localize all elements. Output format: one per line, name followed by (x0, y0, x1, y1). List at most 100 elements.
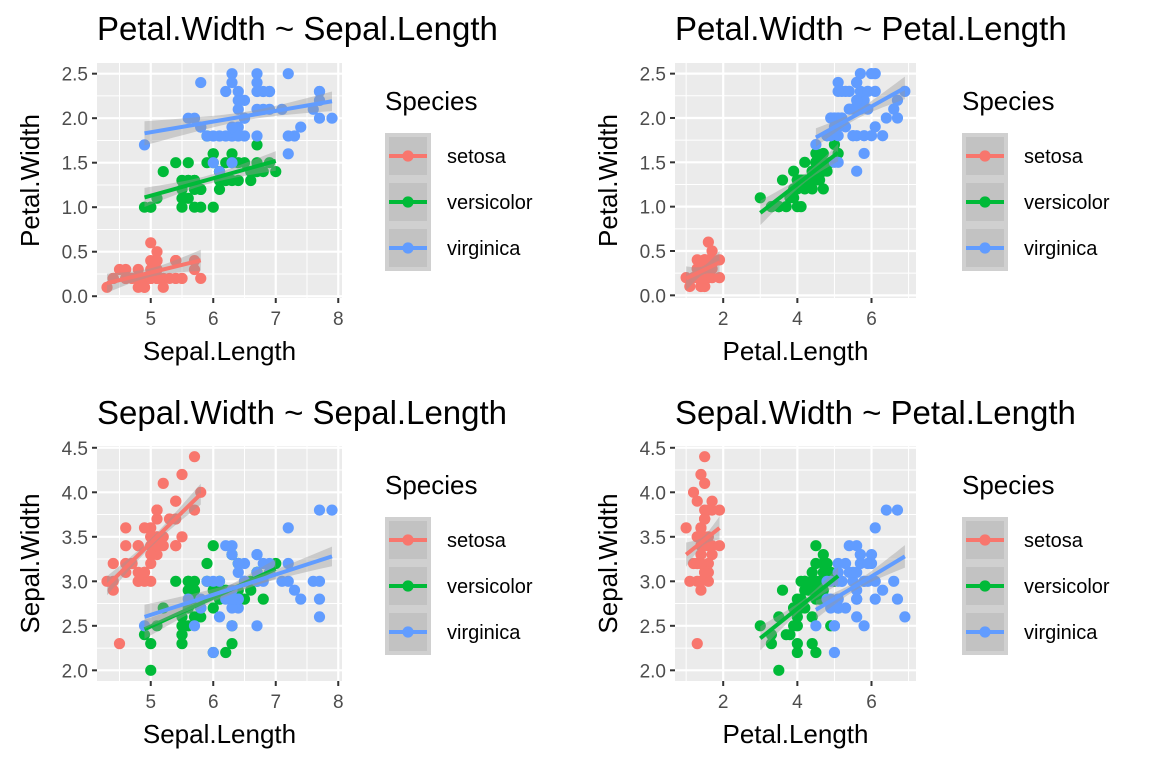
data-point-versicolor (257, 165, 269, 178)
y-tick-label: 0.0 (640, 286, 666, 307)
data-point-setosa (120, 540, 132, 552)
regression-line-versicolor (143, 567, 277, 632)
data-point-versicolor (251, 139, 263, 151)
data-point-virginica (201, 575, 213, 587)
data-point-virginica (251, 85, 263, 98)
data-point-virginica (832, 156, 844, 168)
y-tick-label: 3.5 (62, 528, 88, 549)
data-point-virginica (899, 611, 911, 623)
data-point-versicolor (145, 201, 157, 213)
data-point-setosa (699, 566, 711, 579)
data-point-versicolor (170, 575, 182, 587)
data-point-virginica (854, 68, 866, 80)
data-point-versicolor (802, 584, 815, 596)
data-point-virginica (851, 94, 863, 106)
data-point-virginica (313, 85, 326, 98)
data-point-setosa (713, 540, 726, 552)
data-point-virginica (851, 611, 863, 623)
chart-title: Sepal.Width ~ Sepal.Length (97, 394, 507, 431)
data-point-versicolor (780, 629, 792, 641)
data-point-setosa (107, 584, 119, 596)
data-point-virginica (843, 85, 855, 97)
x-axis-label: Petal.Length (722, 719, 868, 749)
data-point-virginica (295, 121, 307, 133)
data-point-virginica (832, 602, 844, 614)
data-point-virginica (832, 76, 844, 89)
data-point-virginica (891, 504, 904, 516)
data-point-setosa (145, 272, 157, 285)
data-point-setosa (132, 540, 144, 552)
legend-key-point (979, 534, 991, 546)
chart-panel-2: Petal.Width ~ Petal.Length 2 4 6 0.0 0.5 1.0 1.… (593, 10, 1110, 366)
data-point-virginica (188, 620, 201, 632)
y-tick-label: 3.0 (62, 572, 88, 593)
data-point-versicolor (817, 548, 829, 561)
data-point-setosa (695, 548, 707, 561)
data-point-virginica (226, 157, 238, 169)
data-point-virginica (251, 620, 263, 632)
data-point-virginica (226, 68, 238, 80)
data-point-setosa (176, 531, 188, 543)
y-axis-label: Sepal.Width (593, 493, 623, 633)
data-point-versicolor (176, 629, 188, 641)
data-point-virginica (232, 103, 244, 115)
data-point-versicolor (201, 557, 213, 570)
data-point-versicolor (182, 157, 194, 169)
data-point-virginica (839, 557, 852, 570)
data-point-setosa (132, 263, 144, 276)
data-point-setosa (188, 504, 201, 516)
data-point-virginica (251, 548, 263, 561)
x-tick-label: 2 (718, 692, 729, 713)
data-point-virginica (828, 620, 841, 632)
data-point-virginica (220, 85, 232, 98)
data-point-setosa (107, 557, 119, 570)
data-point-versicolor (188, 584, 201, 596)
data-point-setosa (188, 263, 201, 276)
legend-key-point (402, 534, 414, 546)
data-point-virginica (847, 130, 859, 142)
y-axis-label: Sepal.Width (15, 493, 45, 633)
y-tick-label: 1.5 (640, 153, 666, 174)
data-point-virginica (862, 85, 874, 97)
data-point-virginica (825, 112, 837, 124)
data-point-virginica (232, 94, 244, 106)
data-point-virginica (858, 620, 870, 632)
data-point-virginica (138, 139, 151, 151)
legend-key-point (402, 150, 414, 162)
data-point-versicolor (170, 157, 182, 169)
data-point-virginica (869, 522, 881, 534)
y-tick-label: 1.5 (62, 154, 88, 175)
y-tick-label: 2.0 (62, 109, 88, 130)
data-point-versicolor (806, 566, 818, 579)
x-tick-label: 7 (270, 309, 281, 330)
data-point-setosa (188, 451, 201, 463)
series-setosa (680, 451, 726, 650)
legend-label-virginica: virginica (1024, 622, 1098, 644)
data-point-versicolor (176, 638, 188, 650)
data-point-versicolor (207, 602, 219, 614)
data-point-versicolor (176, 620, 188, 632)
y-tick-label: 2.0 (62, 661, 88, 682)
data-point-virginica (288, 584, 301, 596)
data-point-setosa (157, 477, 169, 489)
data-point-virginica (232, 130, 244, 142)
data-point-virginica (326, 504, 338, 516)
series-virginica (810, 68, 911, 177)
regression-line-versicolor (143, 158, 277, 200)
legend-key-point (402, 242, 414, 254)
data-point-versicolor (806, 611, 818, 623)
data-point-setosa (702, 504, 714, 516)
y-tick-label: 4.5 (62, 439, 88, 460)
regression-line-setosa (106, 258, 202, 286)
x-tick-label: 6 (208, 309, 219, 330)
data-point-setosa (695, 557, 707, 570)
data-point-virginica (220, 540, 232, 552)
data-point-versicolor (257, 593, 269, 605)
data-point-virginica (182, 112, 194, 124)
data-point-versicolor (226, 638, 238, 650)
y-tick-label: 1.0 (62, 198, 88, 219)
legend-title: Species (962, 86, 1055, 116)
data-point-setosa (138, 522, 151, 534)
data-point-versicolor (754, 192, 766, 204)
data-point-setosa (138, 281, 151, 293)
